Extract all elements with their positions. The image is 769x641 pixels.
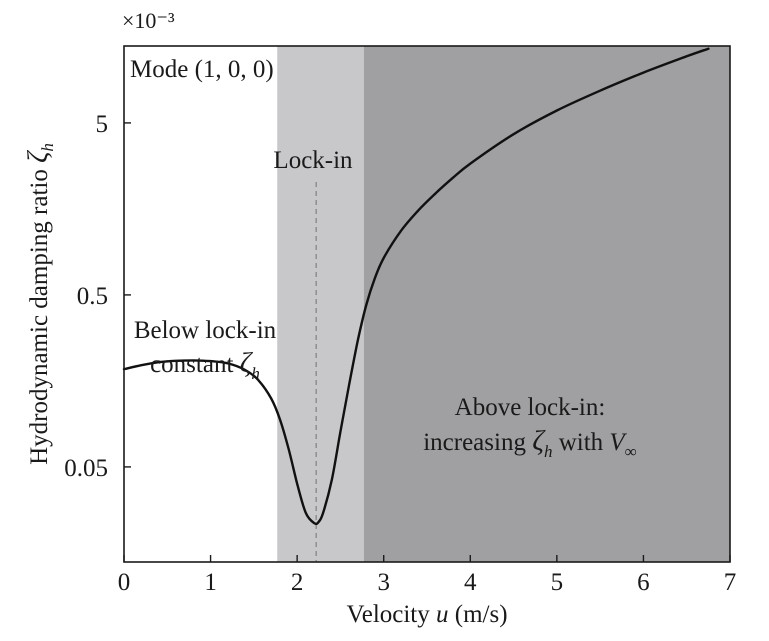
x-tick-label: 0 (118, 569, 131, 596)
lock-in-label: Lock-in (273, 147, 353, 174)
y-axis-ticks: 0.05 0.5 5 (64, 111, 131, 482)
above-lock-in-increasing-label: increasing ζh with V∞ (423, 425, 637, 461)
x-tick-label: 1 (204, 569, 217, 596)
y-scale-factor: ×10⁻³ (122, 8, 175, 33)
x-tick-label: 5 (551, 569, 564, 596)
y-axis-label: Hydrodynamic damping ratio ζh (23, 143, 57, 465)
damping-ratio-curve (122, 47, 710, 526)
mode-label: Mode (1, 0, 0) (130, 56, 274, 83)
x-tick-label: 2 (291, 569, 304, 596)
plot-frame (123, 45, 731, 563)
below-lock-in-label: Below lock-in (134, 317, 277, 344)
x-tick-label: 4 (464, 569, 477, 596)
x-tick-label: 3 (377, 569, 390, 596)
velocity-regions (277, 46, 730, 562)
x-tick-label: 7 (724, 569, 737, 596)
x-axis-label: Velocity u (m/s) (346, 601, 507, 628)
x-axis-ticks: 0 1 2 3 4 5 6 7 (118, 555, 737, 596)
y-tick-label: 0.05 (64, 455, 108, 482)
y-tick-label: 5 (96, 111, 109, 138)
above-lock-in-label: Above lock-in: (455, 394, 606, 421)
y-tick-label: 0.5 (77, 283, 108, 310)
x-tick-label: 6 (637, 569, 650, 596)
region-above-lock-in (363, 46, 730, 562)
below-lock-in-constant-label: constant ζh (150, 347, 260, 383)
region-lock-in (277, 46, 364, 562)
